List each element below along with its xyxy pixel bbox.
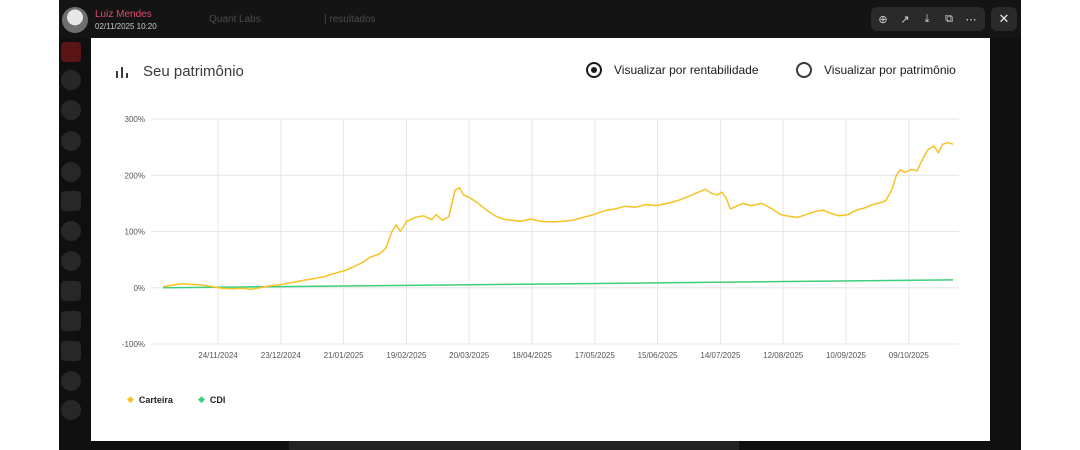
x-tick-label: 17/05/2025 [575,351,616,360]
image-viewer: Quant Labs | resultados Luiz Mendes 02/1… [59,0,1021,450]
user-name[interactable]: Luiz Mendes [95,9,152,20]
x-tick-label: 19/02/2025 [386,351,427,360]
background-app-bottom [289,441,739,450]
option-patrimonio[interactable]: Visualizar por patrimônio [796,62,956,78]
zoom-in-button[interactable]: ⊕ [872,7,894,31]
background-app-icon [61,400,81,420]
y-tick-label: 200% [125,171,145,180]
radio-unselected-icon[interactable] [796,62,812,78]
background-app-icon [61,281,81,301]
x-tick-label: 12/08/2025 [763,351,804,360]
share-icon: ↗ [900,13,910,26]
x-tick-label: 23/12/2024 [261,351,302,360]
background-app-icon [61,100,81,120]
background-doc-title: Quant Labs [209,14,261,25]
performance-line-chart: 300% 200% 100% 0% -100% 24/11/2024 23/12/2024 2… [122,115,959,360]
legend-item-carteira[interactable]: ◆ Carteira [127,394,173,405]
background-app-icon [61,221,81,241]
viewer-toolbar: ⊕ ↗ ⤓ ⧉ ⋯ [871,7,985,31]
background-app-topbar: Quant Labs | resultados [59,0,1021,38]
more-icon: ⋯ [965,13,977,26]
option-label[interactable]: Visualizar por rentabilidade [614,63,759,77]
legend-label: CDI [209,394,226,405]
option-label[interactable]: Visualizar por patrimônio [824,63,956,77]
share-button[interactable]: ↗ [894,7,916,31]
more-button[interactable]: ⋯ [960,7,982,31]
x-tick-label: 21/01/2025 [324,351,365,360]
background-results-label: | resultados [324,14,376,25]
bar-chart-icon [116,67,128,78]
x-tick-label: 09/10/2025 [889,351,930,360]
background-app-icon [61,191,81,211]
download-icon: ⤓ [924,12,930,25]
upload-date: 02/11/2025 10:20 [95,22,157,31]
x-tick-label: 18/04/2025 [512,351,553,360]
legend-marker-icon: ◆ [127,394,134,404]
series-line-cdi [162,279,954,289]
open-external-icon: ⧉ [945,12,953,25]
legend-item-cdi[interactable]: ◆ CDI [198,394,225,405]
legend-marker-icon: ◆ [198,394,205,404]
background-app-icon [61,42,81,62]
x-tick-label: 10/09/2025 [826,351,867,360]
background-app-icon [61,251,81,271]
chart-card: Seu patrimônio Visualizar por rentabilid… [91,38,990,441]
series-line-carteira [162,141,954,291]
radio-selected-icon[interactable] [586,62,602,78]
background-app-icon [61,131,81,151]
x-tick-label: 15/06/2025 [638,351,679,360]
y-tick-label: -100% [122,340,145,349]
option-rentabilidade[interactable]: Visualizar por rentabilidade [586,62,759,78]
background-app-icon [61,311,81,331]
download-button[interactable]: ⤓ [916,7,938,31]
background-app-icon [61,162,81,182]
x-tick-label: 20/03/2025 [449,351,490,360]
y-tick-label: 300% [125,115,145,124]
legend-label: Carteira [138,394,173,405]
card-title: Seu patrimônio [143,63,244,80]
y-tick-label: 0% [133,284,145,293]
background-app-sidebar [59,38,83,450]
x-tick-label: 14/07/2025 [700,351,741,360]
background-app-icon [61,341,81,361]
close-button[interactable]: ✕ [991,7,1017,31]
background-app-icon [61,371,81,391]
x-tick-label: 24/11/2024 [198,351,238,360]
open-external-button[interactable]: ⧉ [938,7,960,31]
zoom-in-icon: ⊕ [878,13,888,26]
y-tick-label: 100% [125,228,145,237]
background-app-icon [61,70,81,90]
avatar[interactable] [62,7,88,33]
